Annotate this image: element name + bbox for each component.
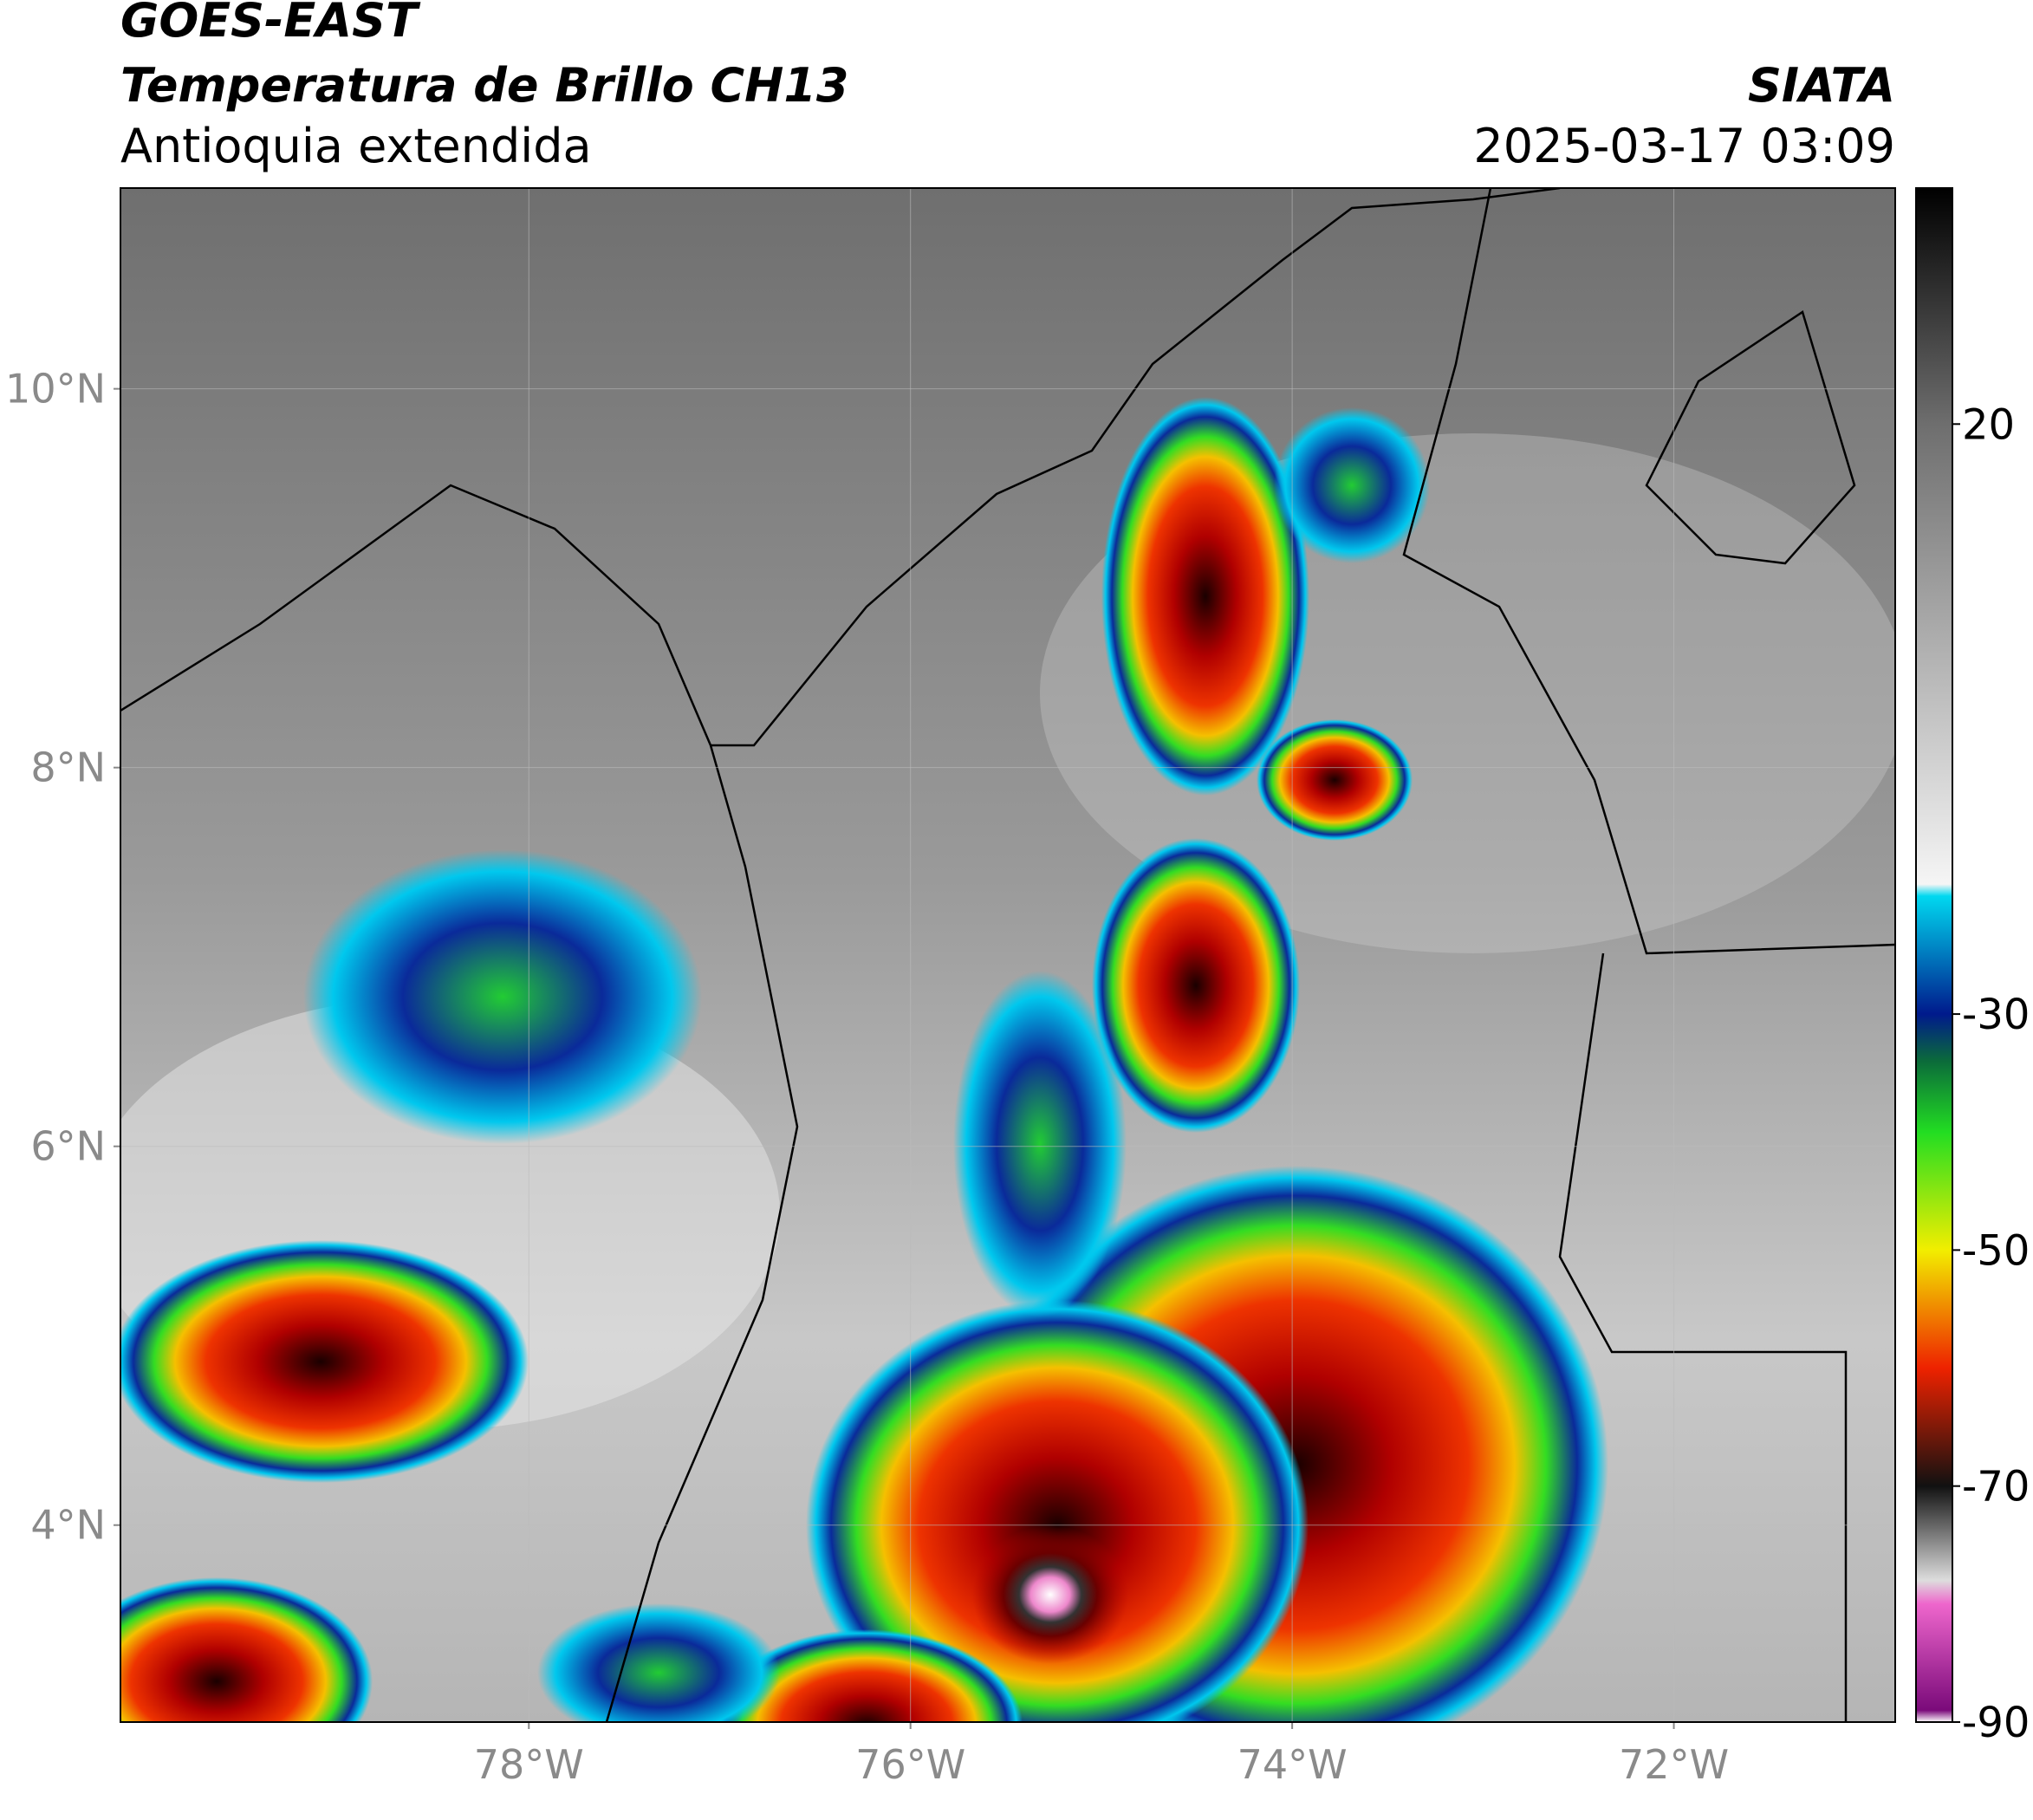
colorbar-tick-label: -90 (1962, 1699, 2030, 1747)
x-tick-label: 72°W (1619, 1741, 1729, 1788)
y-tick-label: 8°N (30, 744, 106, 791)
y-tick-label: 6°N (30, 1123, 106, 1170)
title: GOES-EAST (120, 0, 421, 48)
colorbar (1915, 187, 1953, 1723)
x-tick-label: 74°W (1237, 1741, 1348, 1788)
map-frame (120, 187, 1896, 1723)
y-tick-label: 4°N (30, 1502, 106, 1549)
datetime: 2025-03-17 03:09 (1473, 119, 1895, 173)
region: Antioquia extendida (120, 119, 592, 173)
subtitle: Temperatura de Brillo CH13 (120, 58, 849, 113)
colorbar-tick-label: -70 (1962, 1463, 2030, 1511)
colorbar-tick-label: -50 (1962, 1226, 2030, 1275)
satellite-image (120, 188, 1895, 1722)
colorbar-tick-label: 20 (1962, 400, 2015, 449)
y-tick-label: 10°N (5, 366, 106, 413)
x-tick-label: 78°W (474, 1741, 584, 1788)
source: SIATA (1748, 58, 1895, 113)
x-tick-label: 76°W (855, 1741, 965, 1788)
colorbar-tick-label: -30 (1962, 991, 2030, 1039)
